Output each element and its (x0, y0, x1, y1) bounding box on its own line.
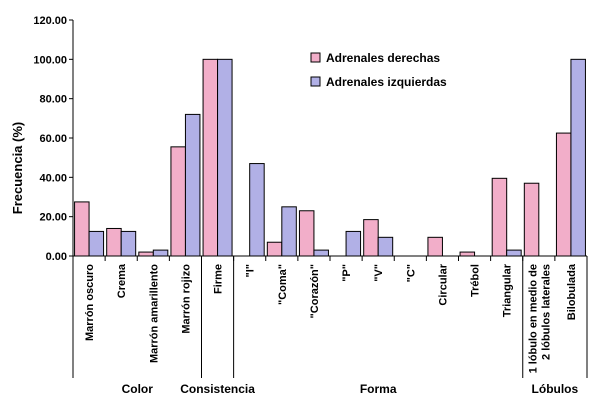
y-tick-label: 0.00 (46, 251, 67, 263)
group-label: Forma (360, 382, 397, 396)
x-tick-label: Trébol (470, 264, 482, 297)
x-tick-label: Bilobulada (566, 263, 578, 320)
legend-swatch (310, 76, 321, 87)
bar-derechas (138, 251, 154, 257)
x-tick-label: "Coma" (277, 264, 289, 305)
x-tick-label: "C" (405, 264, 417, 282)
x-tick-label: Triangular (502, 263, 514, 317)
group-label: Color (122, 382, 154, 396)
bar-izquierdas (313, 249, 329, 257)
bar-derechas (427, 236, 443, 257)
x-tick-label: 1 lóbulo en medio de2 lóbulos laterales (527, 264, 552, 373)
bar-izquierdas (152, 249, 169, 257)
bar-izquierdas (217, 58, 233, 257)
x-tick-label: "I" (245, 264, 257, 278)
y-tick-label: 120.00 (33, 15, 67, 27)
legend-label: Adrenales derechas (326, 51, 440, 65)
legend-swatch (310, 52, 321, 63)
x-tick-label: Firme (213, 264, 225, 294)
y-axis: 0.00 20.00 40.00 60.00 80.00 100.00 120.00 (33, 15, 73, 263)
bar-derechas (202, 58, 219, 257)
bar-derechas (491, 177, 508, 257)
x-tick-label: "V" (373, 264, 385, 282)
bar-derechas (459, 251, 476, 257)
x-tick-label: Circular (437, 263, 449, 305)
bar-derechas (74, 201, 90, 257)
bar-izquierdas (345, 230, 362, 257)
bar-derechas (170, 146, 186, 257)
group-label: Consistencia (180, 382, 255, 396)
bar-izquierdas (506, 249, 522, 257)
x-tick-label: "Corazón" (309, 264, 321, 318)
y-axis-label: Frecuencia (%) (10, 122, 25, 214)
x-tick-label: Marrón oscuro (84, 264, 96, 341)
y-tick-label: 100.00 (33, 54, 67, 66)
bar-izquierdas (249, 163, 265, 257)
x-tick-label: Marrón amarillento (148, 264, 160, 363)
category-labels: Marrón oscuro Crema Marrón amarillento Marr… (84, 263, 578, 373)
bar-derechas (523, 182, 540, 257)
x-tick-label: Crema (116, 263, 128, 298)
y-tick-label: 20.00 (39, 212, 67, 224)
bar-derechas (555, 132, 572, 257)
y-tick-label: 80.00 (39, 94, 67, 106)
axes (72, 20, 588, 378)
group-label: Lóbulos (532, 382, 579, 396)
bar-izquierdas (570, 58, 586, 257)
bar-izquierdas (120, 230, 137, 257)
bars (74, 58, 586, 257)
y-tick-label: 40.00 (39, 172, 67, 184)
bar-izquierdas (88, 230, 105, 257)
bar-izquierdas (184, 113, 201, 257)
x-tick-label: Marrón rojizo (180, 264, 192, 334)
bar-derechas (266, 241, 283, 257)
y-tick-label: 60.00 (39, 133, 67, 145)
bar-izquierdas (377, 236, 394, 257)
legend: Adrenales derechas Adrenales izquierdas (310, 51, 447, 89)
bar-derechas (298, 210, 315, 257)
bar-derechas (363, 219, 379, 257)
x-tick-label: "P" (341, 264, 353, 282)
group-labels: Color Consistencia Forma Lóbulos (122, 382, 579, 396)
legend-label: Adrenales izquierdas (326, 75, 447, 89)
bar-derechas (106, 227, 122, 257)
bar-izquierdas (281, 206, 297, 257)
